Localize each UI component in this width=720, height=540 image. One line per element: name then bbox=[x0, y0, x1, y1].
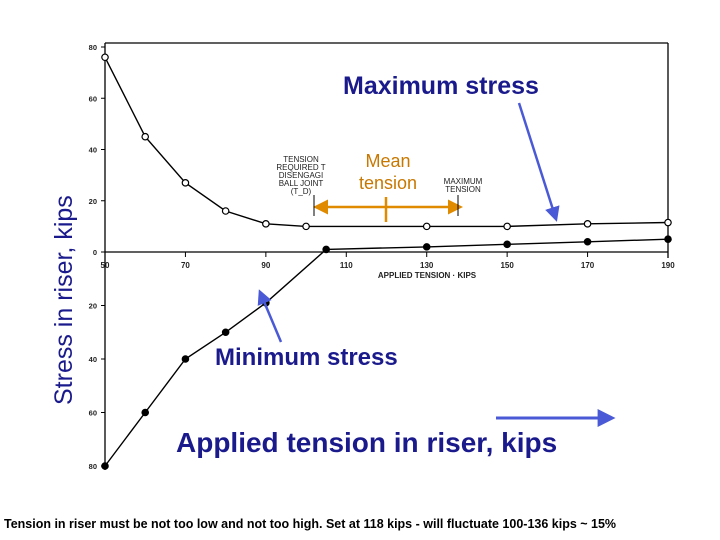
y-tick-label: 0 bbox=[93, 248, 97, 257]
chart-frame bbox=[104, 42, 669, 470]
max-stress-point bbox=[141, 132, 150, 141]
y-axis-label: Stress in riser, kips bbox=[50, 195, 78, 405]
max-stress-point bbox=[302, 222, 310, 231]
y-tick-label: 40 bbox=[89, 146, 97, 155]
chart-ticks: 50 70 90 110 130 150 170 190 0 20 40 60 80 20 40 60 80 bbox=[89, 43, 676, 471]
min-stress-point bbox=[221, 328, 230, 337]
x-axis-label: APPLIED TENSION · KIPS bbox=[377, 271, 477, 280]
series-line-1 bbox=[104, 56, 669, 228]
y-tick-label: 80 bbox=[89, 43, 97, 52]
caption: Tension in riser must be not too low and… bbox=[4, 517, 617, 531]
y-tick-label: 20 bbox=[89, 197, 97, 206]
min-stress-point bbox=[583, 237, 592, 246]
max-stress-point bbox=[101, 53, 109, 62]
max-stress-point bbox=[583, 220, 592, 228]
tension-required-label: TENSION REQUIRED T DISENGAGI BALL JOINT … bbox=[276, 155, 326, 196]
min-stress-point bbox=[141, 408, 150, 417]
chart-series bbox=[101, 53, 672, 470]
y-tick-label: 20 bbox=[89, 302, 97, 311]
max-stress-arrow bbox=[517, 102, 560, 222]
min-stress-point bbox=[322, 245, 330, 254]
x-tick-label: 130 bbox=[420, 261, 434, 270]
max-stress-point bbox=[221, 207, 230, 215]
y-tick-label: 40 bbox=[89, 355, 97, 364]
x-tick-label: 70 bbox=[181, 261, 190, 270]
min-stress-point bbox=[101, 462, 109, 470]
max-stress-point bbox=[181, 179, 190, 187]
y-tick-label: 80 bbox=[89, 462, 97, 471]
min-stress-arrow bbox=[257, 289, 283, 343]
maximum-tension-label: MAXIMUM TENSION bbox=[443, 177, 483, 194]
min-stress-point bbox=[664, 235, 672, 243]
applied-tension-label: Applied tension in riser, kips bbox=[176, 427, 558, 458]
min-stress-point bbox=[503, 240, 511, 249]
series-line-2 bbox=[104, 238, 669, 467]
x-tick-label: 170 bbox=[581, 261, 595, 270]
max-stress-point bbox=[503, 222, 511, 231]
x-tick-label: 110 bbox=[340, 261, 353, 270]
max-stress-point bbox=[422, 222, 431, 231]
mean-tension-label: Mean tension bbox=[358, 151, 418, 193]
x-tick-label: 90 bbox=[261, 261, 270, 270]
max-stress-point bbox=[664, 218, 672, 227]
min-stress-label: Minimum stress bbox=[215, 344, 398, 371]
x-tick-label: 150 bbox=[500, 261, 514, 270]
max-stress-point bbox=[262, 220, 270, 228]
min-stress-point bbox=[181, 355, 190, 363]
y-tick-label: 60 bbox=[89, 409, 97, 418]
x-tick-label: 190 bbox=[661, 261, 675, 270]
x-tick-label: 50 bbox=[101, 261, 110, 270]
y-tick-label: 60 bbox=[89, 94, 97, 103]
annotation-arrows bbox=[257, 102, 616, 427]
min-stress-point bbox=[422, 243, 431, 251]
max-stress-label: Maximum stress bbox=[343, 72, 539, 100]
